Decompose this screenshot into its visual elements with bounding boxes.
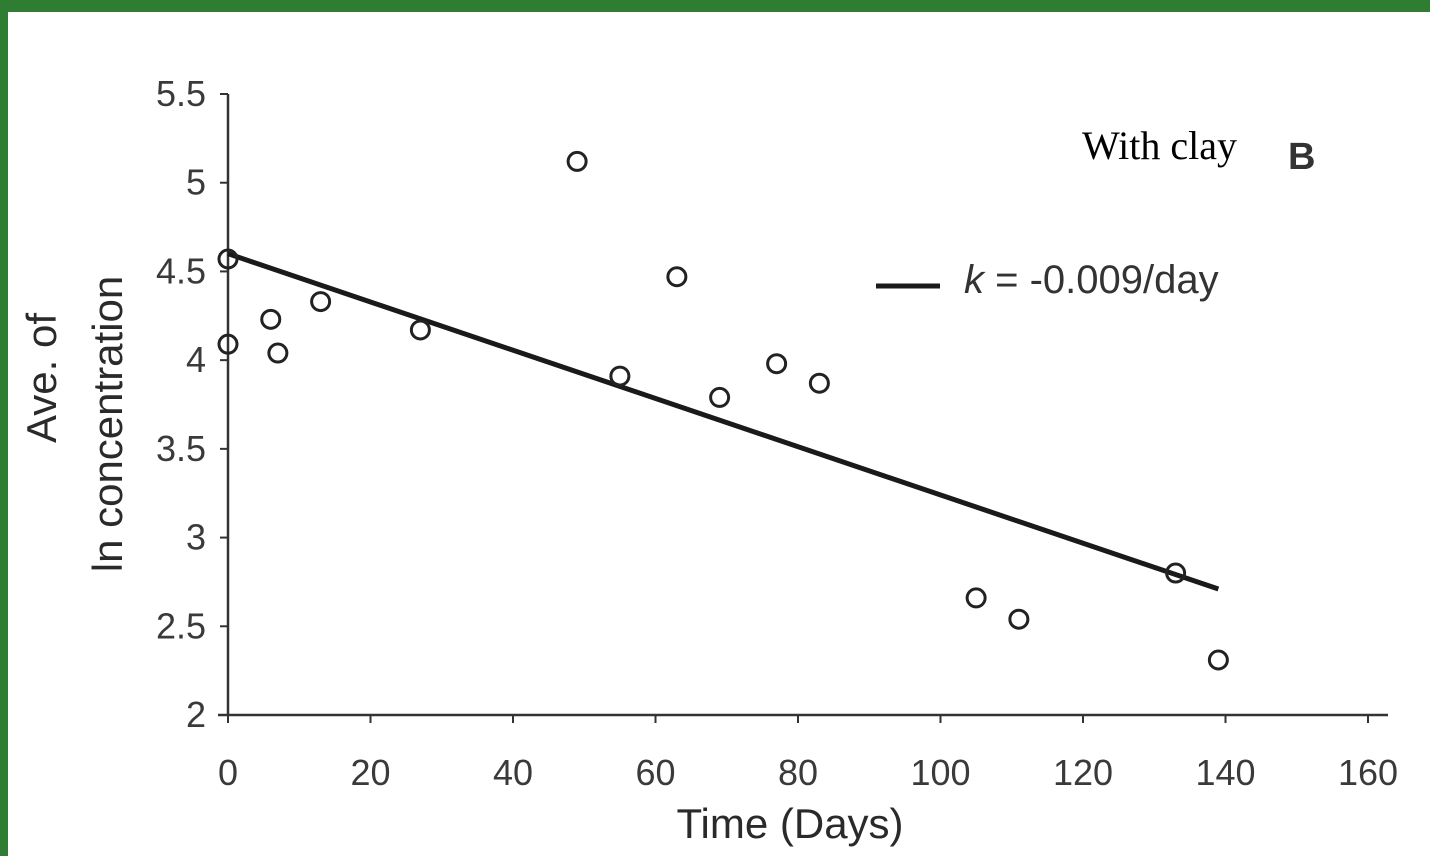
- data-point: [267, 342, 289, 364]
- x-axis-title: Time (Days): [676, 800, 903, 847]
- plot-panel: 0 20 40 60 80 100 120 140 160 2 2.5 3 3.5 4 4.5 5 5.5 Ti…: [8, 12, 1430, 856]
- y-tick-label: 3.5: [156, 428, 206, 469]
- data-point: [1207, 649, 1229, 671]
- data-points: [217, 150, 1229, 671]
- y-tick-label: 5.5: [156, 73, 206, 114]
- data-point: [409, 319, 431, 341]
- data-point: [310, 291, 332, 313]
- x-tick-label: 160: [1338, 752, 1398, 793]
- data-point: [965, 587, 987, 609]
- trend-line: [227, 251, 1220, 592]
- axis-tick-labels: 0 20 40 60 80 100 120 140 160 2 2.5 3 3.5 4 4.5 5 5.5: [156, 73, 1398, 793]
- y-tick-label: 4: [186, 339, 206, 380]
- data-point: [766, 353, 788, 375]
- y-tick-label: 3: [186, 517, 206, 558]
- axis-ticks: [220, 93, 1369, 723]
- y-tick-label: 2: [186, 694, 206, 735]
- x-tick-label: 140: [1195, 752, 1255, 793]
- x-tick-label: 60: [635, 752, 675, 793]
- data-point: [217, 333, 239, 355]
- y-axis-title-line2: ln concentration: [84, 276, 131, 573]
- legend-value: = -0.009/day: [984, 258, 1219, 302]
- y-tick-label: 4.5: [156, 250, 206, 291]
- data-point: [666, 266, 688, 288]
- data-point: [1008, 608, 1030, 630]
- x-tick-label: 0: [218, 752, 238, 793]
- y-tick-label: 5: [186, 162, 206, 203]
- legend-label: k = -0.009/day: [964, 258, 1219, 302]
- x-tick-label: 120: [1053, 752, 1113, 793]
- annotation-with-clay: With clay: [1082, 123, 1237, 168]
- x-tick-label: 40: [493, 752, 533, 793]
- scatter-chart: 0 20 40 60 80 100 120 140 160 2 2.5 3 3.5 4 4.5 5 5.5 Ti…: [18, 73, 1398, 847]
- panel-label: B: [1288, 136, 1315, 178]
- data-point: [808, 372, 830, 394]
- data-point: [709, 386, 731, 408]
- data-point: [1165, 562, 1187, 584]
- x-tick-label: 80: [778, 752, 818, 793]
- data-point: [217, 248, 239, 270]
- data-point: [566, 150, 588, 172]
- x-tick-label: 20: [350, 752, 390, 793]
- y-axis-title-line1: Ave. of: [18, 313, 65, 443]
- legend-symbol: k: [964, 258, 986, 302]
- y-tick-label: 2.5: [156, 605, 206, 646]
- data-point: [609, 365, 631, 387]
- x-tick-label: 100: [910, 752, 970, 793]
- data-point: [260, 308, 282, 330]
